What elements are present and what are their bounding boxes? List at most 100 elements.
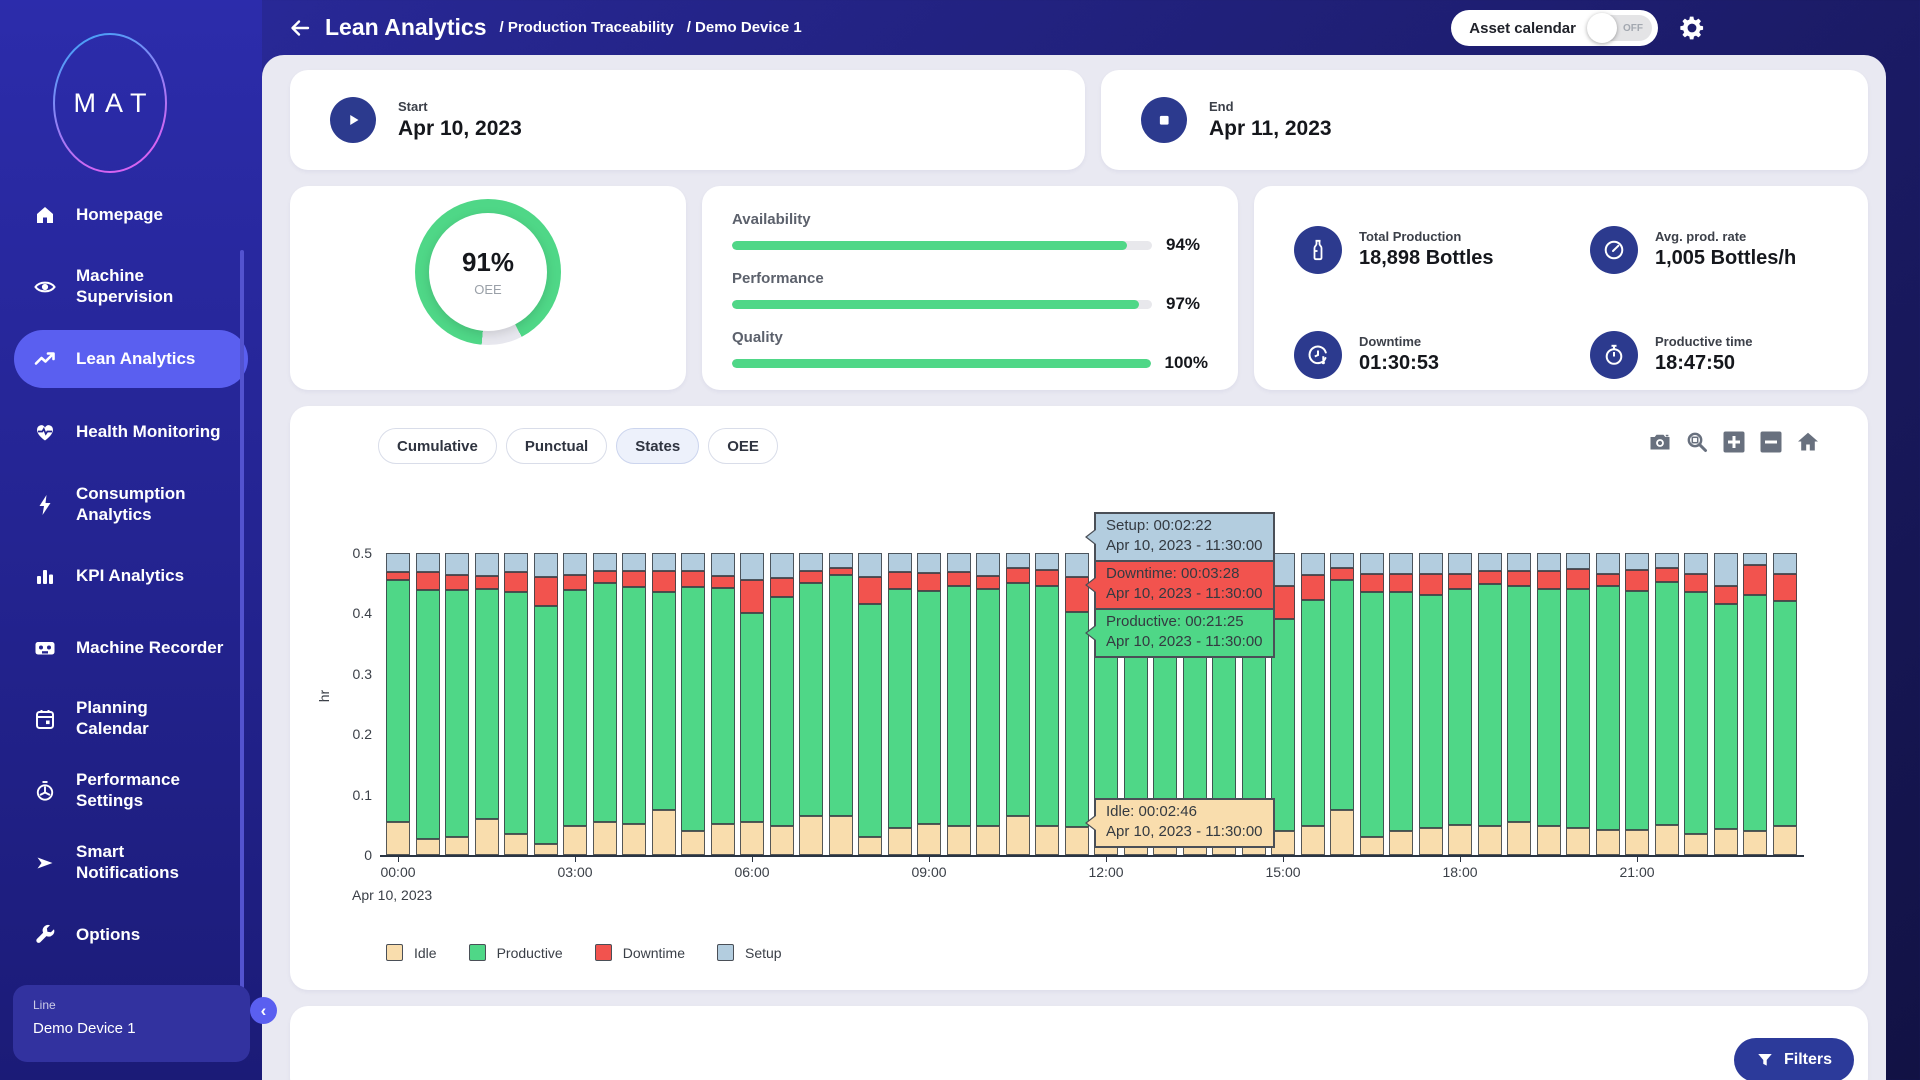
segment-setup [651,553,676,572]
tab-punctual[interactable]: Punctual [505,428,608,464]
performance-gauge-icon [33,779,57,803]
bar-11:00[interactable] [1035,553,1059,855]
progress-fill [732,358,1151,368]
sidebar-item-performance-settings[interactable]: Performance Settings [14,756,248,826]
sidebar-item-options[interactable]: Options [14,907,248,963]
stat-label: Downtime [1359,334,1422,349]
sidebar-item-machine-supervision[interactable]: Machine Supervision [14,252,248,322]
reset-home-icon[interactable] [1796,430,1820,454]
bar-09:30[interactable] [946,553,971,855]
tab-oee[interactable]: OEE [708,428,778,464]
tooltip-line: Apr 10, 2023 - 11:30:00 [1106,537,1263,554]
bar-05:00[interactable] [681,553,705,855]
legend-item-idle[interactable]: Idle [386,944,437,961]
tab-states[interactable]: States [616,428,700,464]
tab-cumulative[interactable]: Cumulative [378,428,497,464]
bar-20:00[interactable] [1566,553,1590,855]
bar-01:30[interactable] [474,553,499,855]
bar-06:30[interactable] [769,553,794,855]
sidebar-scrollbar[interactable] [240,250,244,990]
bar-00:00[interactable] [386,553,410,855]
kpi-value: 97% [1166,294,1201,313]
segment-setup [445,553,469,576]
bar-03:00[interactable] [563,553,587,855]
bar-18:00[interactable] [1448,553,1472,855]
bar-07:30[interactable] [828,553,853,855]
sidebar-item-homepage[interactable]: Homepage [14,187,248,243]
bar-03:30[interactable] [592,553,617,855]
bar-21:00[interactable] [1625,553,1649,855]
segment-downtime [474,575,499,590]
bar-04:00[interactable] [622,553,646,855]
breadcrumb-section[interactable]: / Production Traceability [499,19,674,36]
kpi-label: Quality [732,329,783,346]
bar-19:00[interactable] [1507,553,1531,855]
bar-19:30[interactable] [1536,553,1561,855]
toggle-switch[interactable]: OFF [1587,13,1652,43]
bar-09:00[interactable] [917,553,941,855]
bar-08:30[interactable] [887,553,912,855]
sidebar-item-health-monitoring[interactable]: Health Monitoring [14,404,248,460]
sidebar-item-machine-recorder[interactable]: Machine Recorder [14,620,248,676]
legend-item-productive[interactable]: Productive [468,944,563,961]
bar-17:00[interactable] [1389,553,1413,855]
segment-idle [1566,827,1590,855]
segment-downtime [917,572,941,592]
filters-button[interactable]: Filters [1734,1038,1855,1080]
line-value: Demo Device 1 [33,1020,136,1037]
bar-22:00[interactable] [1684,553,1708,855]
kpi-label: Availability [732,211,811,228]
bar-01:00[interactable] [445,553,469,855]
kpi-label: Performance [732,270,824,287]
bar-00:30[interactable] [415,553,440,855]
bar-06:00[interactable] [740,553,764,855]
bar-02:00[interactable] [504,553,528,855]
back-arrow-icon[interactable] [288,16,312,40]
sidebar-item-planning-calendar[interactable]: Planning Calendar [14,684,248,754]
bar-08:00[interactable] [858,553,882,855]
bar-16:30[interactable] [1359,553,1384,855]
bar-11:30[interactable] [1064,553,1089,855]
bar-21:30[interactable] [1654,553,1679,855]
bar-23:30[interactable] [1772,553,1797,855]
sidebar-item-consumption-analytics[interactable]: Consumption Analytics [14,470,248,540]
zoom-box-icon[interactable] [1685,430,1709,454]
segment-setup [415,553,440,573]
sidebar-item-kpi-analytics[interactable]: KPI Analytics [14,548,248,604]
sidebar-item-lean-analytics[interactable]: Lean Analytics [14,330,248,388]
sidebar-collapse-button[interactable]: ‹ [250,997,277,1024]
bar-10:30[interactable] [1005,553,1030,855]
segment-downtime [740,580,764,614]
zoom-in-icon[interactable] [1722,430,1746,454]
camera-icon[interactable] [1648,430,1672,454]
bar-02:30[interactable] [533,553,558,855]
bar-20:30[interactable] [1595,553,1620,855]
bar-18:30[interactable] [1477,553,1502,855]
bar-22:30[interactable] [1713,553,1738,855]
bar-17:30[interactable] [1418,553,1443,855]
segment-setup [1654,553,1679,569]
segment-idle [415,838,440,855]
bar-23:00[interactable] [1743,553,1767,855]
segment-productive [1743,595,1767,831]
asset-calendar-toggle[interactable]: Asset calendar OFF [1451,10,1658,46]
stat-label: Total Production [1359,229,1462,244]
legend-item-downtime[interactable]: Downtime [594,944,685,961]
bar-10:00[interactable] [976,553,1000,855]
bar-15:30[interactable] [1300,553,1325,855]
bar-15:00[interactable] [1271,553,1295,855]
zoom-out-icon[interactable] [1759,430,1783,454]
segment-idle [504,833,528,855]
start-date-card[interactable]: Start Apr 10, 2023 [290,70,1085,170]
bar-05:30[interactable] [710,553,735,855]
end-date-card[interactable]: End Apr 11, 2023 [1101,70,1868,170]
gear-icon[interactable] [1678,14,1706,42]
bar-07:00[interactable] [799,553,823,855]
legend-item-setup[interactable]: Setup [716,944,782,961]
bar-16:00[interactable] [1330,553,1354,855]
line-selector-card[interactable]: Line Demo Device 1 [13,985,250,1062]
bar-04:30[interactable] [651,553,676,855]
sidebar-item-smart-notifications[interactable]: Smart Notifications [14,828,248,898]
segment-setup [1448,553,1472,575]
breadcrumb-device[interactable]: / Demo Device 1 [686,19,802,36]
